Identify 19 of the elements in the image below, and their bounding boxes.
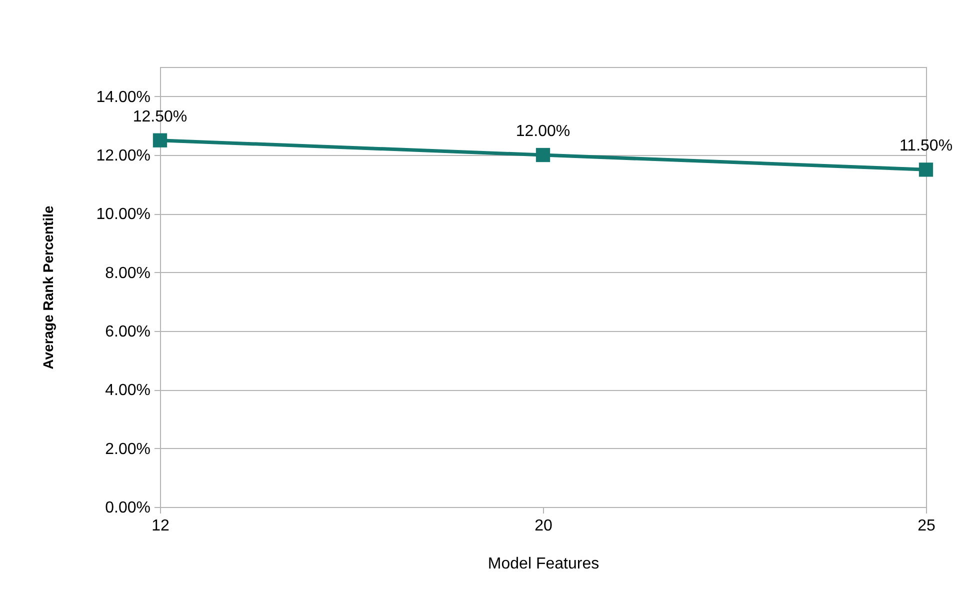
data-label: 12.50% xyxy=(132,108,188,126)
x-axis-title: Model Features xyxy=(488,556,600,572)
data-label: 12.00% xyxy=(516,123,570,140)
y-tick-label: 8.00% xyxy=(105,264,150,282)
y-tick-label: 12.00% xyxy=(96,148,150,164)
y-tick-label: 2.00% xyxy=(105,440,150,458)
point xyxy=(152,133,168,148)
y-tick-label: 6.00% xyxy=(105,324,150,340)
y-axis-title: Average Rank Percentile xyxy=(40,205,56,370)
data-label: 11.50% xyxy=(899,138,953,155)
x-tick-label: 25 xyxy=(918,518,936,534)
y-tick-label: 14.00% xyxy=(96,88,150,106)
point xyxy=(918,162,934,177)
y-tick-label: 4.00% xyxy=(105,382,150,400)
y-tick-label: 0.00% xyxy=(105,500,150,516)
x-tick-label: 12 xyxy=(152,518,170,534)
point xyxy=(536,148,550,162)
y-tick-label: 10.00% xyxy=(96,206,150,224)
x-tick-label: 20 xyxy=(534,518,552,534)
